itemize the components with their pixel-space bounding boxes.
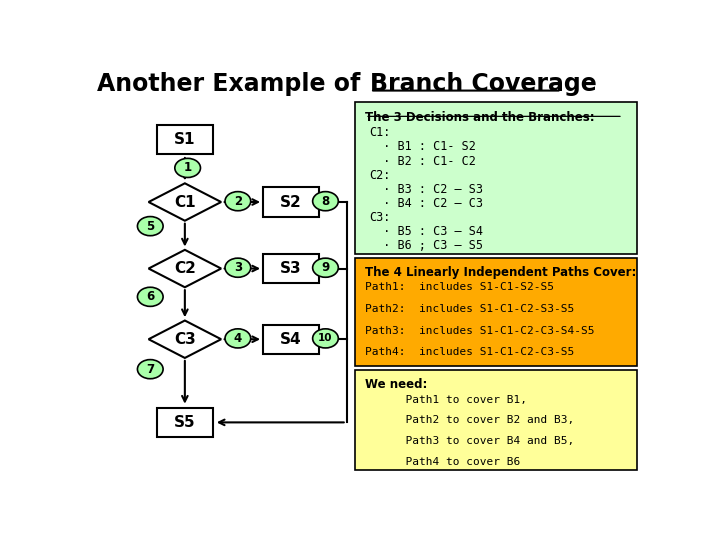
Circle shape <box>175 158 200 178</box>
Text: Path3:  includes S1-C1-C2-C3-S4-S5: Path3: includes S1-C1-C2-C3-S4-S5 <box>365 326 595 335</box>
FancyBboxPatch shape <box>263 187 319 217</box>
Text: We need:: We need: <box>365 378 428 391</box>
Text: Path2:  includes S1-C1-C2-S3-S5: Path2: includes S1-C1-C2-S3-S5 <box>365 304 575 314</box>
Text: Path4 to cover B6: Path4 to cover B6 <box>365 457 521 467</box>
Text: The 4 Linearly Independent Paths Cover:: The 4 Linearly Independent Paths Cover: <box>365 266 636 279</box>
Text: C2: C2 <box>174 261 196 276</box>
Polygon shape <box>148 183 221 221</box>
Text: S5: S5 <box>174 415 196 430</box>
Text: C3: C3 <box>174 332 196 347</box>
Circle shape <box>225 258 251 277</box>
Text: 4: 4 <box>234 332 242 345</box>
Circle shape <box>138 217 163 235</box>
Circle shape <box>225 192 251 211</box>
Text: 8: 8 <box>321 195 330 208</box>
FancyBboxPatch shape <box>263 325 319 354</box>
Text: 1: 1 <box>184 161 192 174</box>
FancyBboxPatch shape <box>355 258 637 366</box>
Polygon shape <box>148 321 221 358</box>
Text: Branch Coverage: Branch Coverage <box>370 71 597 96</box>
FancyBboxPatch shape <box>263 254 319 283</box>
Text: Path1:  includes S1-C1-S2-S5: Path1: includes S1-C1-S2-S5 <box>365 282 554 292</box>
Text: 10: 10 <box>318 333 333 343</box>
Text: C1: C1 <box>174 194 196 210</box>
Text: · B2 : C1- C2: · B2 : C1- C2 <box>369 154 476 167</box>
FancyBboxPatch shape <box>355 102 637 254</box>
Text: C2:: C2: <box>369 168 390 182</box>
FancyBboxPatch shape <box>157 408 213 437</box>
Text: The 3 Decisions and the Branches:: The 3 Decisions and the Branches: <box>365 111 595 124</box>
Text: Path1 to cover B1,: Path1 to cover B1, <box>365 395 527 404</box>
Text: 7: 7 <box>146 363 154 376</box>
Circle shape <box>312 258 338 277</box>
Text: 2: 2 <box>234 195 242 208</box>
Circle shape <box>312 329 338 348</box>
Text: S4: S4 <box>280 332 302 347</box>
Text: · B1 : C1- S2: · B1 : C1- S2 <box>369 140 476 153</box>
Text: · B4 : C2 – C3: · B4 : C2 – C3 <box>369 197 483 210</box>
Text: C3:: C3: <box>369 211 390 224</box>
Text: S1: S1 <box>174 132 196 147</box>
Circle shape <box>138 287 163 306</box>
Polygon shape <box>148 250 221 287</box>
Text: · B3 : C2 – S3: · B3 : C2 – S3 <box>369 183 483 196</box>
Text: · B6 ; C3 – S5: · B6 ; C3 – S5 <box>369 239 483 252</box>
Text: Path2 to cover B2 and B3,: Path2 to cover B2 and B3, <box>365 415 575 426</box>
Circle shape <box>312 192 338 211</box>
Text: S2: S2 <box>280 194 302 210</box>
Text: 9: 9 <box>321 261 330 274</box>
Text: Path3 to cover B4 and B5,: Path3 to cover B4 and B5, <box>365 436 575 446</box>
Text: 6: 6 <box>146 291 154 303</box>
Text: 5: 5 <box>146 220 154 233</box>
Text: · B5 : C3 – S4: · B5 : C3 – S4 <box>369 225 483 238</box>
Text: Path4:  includes S1-C1-C2-C3-S5: Path4: includes S1-C1-C2-C3-S5 <box>365 347 575 357</box>
Text: Another Example of: Another Example of <box>97 71 369 96</box>
Circle shape <box>225 329 251 348</box>
Text: 3: 3 <box>234 261 242 274</box>
Text: S3: S3 <box>280 261 302 276</box>
FancyBboxPatch shape <box>355 370 637 470</box>
FancyBboxPatch shape <box>157 125 213 154</box>
Circle shape <box>138 360 163 379</box>
Text: C1:: C1: <box>369 126 390 139</box>
